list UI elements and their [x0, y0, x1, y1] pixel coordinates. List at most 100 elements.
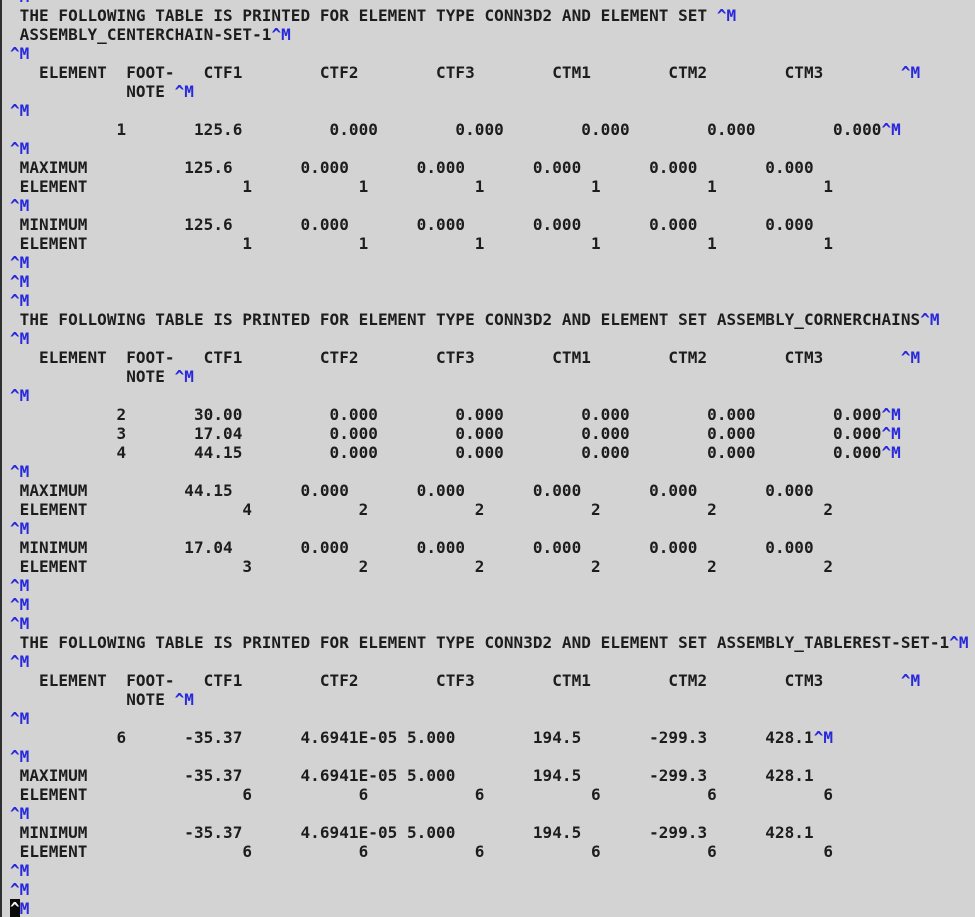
text-line: THE FOLLOWING TABLE IS PRINTED FOR ELEME…	[10, 310, 975, 329]
text-run: MINIMUM -35.37 4.6941E-05 5.000 194.5 -2…	[10, 823, 814, 842]
carriage-return-marker: ^M	[881, 424, 901, 443]
text-run: MAXIMUM 125.6 0.000 0.000 0.000 0.000 0.…	[10, 158, 814, 177]
text-run: 1 125.6 0.000 0.000 0.000 0.000 0.000	[10, 120, 882, 139]
carriage-return-marker: ^M	[271, 25, 291, 44]
carriage-return-marker: ^M	[10, 804, 30, 823]
text-line: MAXIMUM 44.15 0.000 0.000 0.000 0.000 0.…	[10, 481, 975, 500]
text-line: ^M	[10, 804, 975, 823]
carriage-return-marker: ^M	[10, 652, 30, 671]
text-line: 1 125.6 0.000 0.000 0.000 0.000 0.000^M	[10, 120, 975, 139]
text-run: MAXIMUM -35.37 4.6941E-05 5.000 194.5 -2…	[10, 766, 814, 785]
carriage-return-marker: ^M	[10, 880, 30, 899]
carriage-return-marker: ^M	[10, 614, 30, 633]
text-content[interactable]: ^M THE FOLLOWING TABLE IS PRINTED FOR EL…	[10, 0, 975, 917]
text-line: ^M	[10, 253, 975, 272]
text-line: NOTE ^M	[10, 82, 975, 101]
text-line: MINIMUM 125.6 0.000 0.000 0.000 0.000 0.…	[10, 215, 975, 234]
text-line: ^M	[10, 861, 975, 880]
carriage-return-marker: ^M	[10, 386, 30, 405]
text-line: THE FOLLOWING TABLE IS PRINTED FOR ELEME…	[10, 6, 975, 25]
text-run: THE FOLLOWING TABLE IS PRINTED FOR ELEME…	[10, 633, 950, 652]
carriage-return-marker: ^M	[10, 519, 30, 538]
text-line: ^M	[10, 196, 975, 215]
carriage-return-marker: ^M	[174, 367, 194, 386]
text-run: 6 -35.37 4.6941E-05 5.000 194.5 -299.3 4…	[10, 728, 814, 747]
text-cursor: ^	[10, 899, 20, 917]
text-line: NOTE ^M	[10, 690, 975, 709]
carriage-return-marker: ^M	[174, 82, 194, 101]
text-line: ^M	[10, 291, 975, 310]
text-line: ^M	[10, 652, 975, 671]
carriage-return-marker: ^M	[10, 462, 30, 481]
carriage-return-marker: ^M	[10, 139, 30, 158]
text-run: ELEMENT 4 2 2 2 2 2	[10, 500, 834, 519]
text-line: 4 44.15 0.000 0.000 0.000 0.000 0.000^M	[10, 443, 975, 462]
text-line: ^M	[10, 272, 975, 291]
text-line: ELEMENT 1 1 1 1 1 1	[10, 177, 975, 196]
text-line: ^M	[10, 595, 975, 614]
text-run: ELEMENT FOOT- CTF1 CTF2 CTF3 CTM1 CTM2 C…	[10, 63, 901, 82]
text-line: MAXIMUM -35.37 4.6941E-05 5.000 194.5 -2…	[10, 766, 975, 785]
text-line: ^M	[10, 880, 975, 899]
carriage-return-marker: ^M	[10, 196, 30, 215]
carriage-return-marker: ^M	[10, 253, 30, 272]
text-run: NOTE	[10, 690, 175, 709]
carriage-return-marker: ^M	[813, 728, 834, 747]
text-line: ^M	[10, 709, 975, 728]
text-run: THE FOLLOWING TABLE IS PRINTED FOR ELEME…	[10, 310, 921, 329]
carriage-return-marker: ^M	[881, 120, 901, 139]
text-line: ^M	[10, 614, 975, 633]
carriage-return-marker: ^M	[949, 633, 969, 652]
text-line: ^M	[10, 44, 975, 63]
text-run: MINIMUM 17.04 0.000 0.000 0.000 0.000 0.…	[10, 538, 814, 557]
text-run: 2 30.00 0.000 0.000 0.000 0.000 0.000	[10, 405, 882, 424]
text-run: THE FOLLOWING TABLE IS PRINTED FOR ELEME…	[10, 6, 717, 25]
text-line: ASSEMBLY_CENTERCHAIN-SET-1^M	[10, 25, 975, 44]
carriage-return-marker: ^M	[920, 310, 940, 329]
carriage-return-marker: ^M	[10, 272, 30, 291]
text-run: MAXIMUM 44.15 0.000 0.000 0.000 0.000 0.…	[10, 481, 814, 500]
text-run: ELEMENT FOOT- CTF1 CTF2 CTF3 CTM1 CTM2 C…	[10, 671, 901, 690]
carriage-return-marker: ^M	[10, 0, 29, 6]
carriage-return-marker: M	[19, 899, 30, 917]
carriage-return-marker: ^M	[10, 291, 30, 310]
text-run: 4 44.15 0.000 0.000 0.000 0.000 0.000	[10, 443, 882, 462]
text-line: ^M	[10, 747, 975, 766]
carriage-return-marker: ^M	[881, 405, 901, 424]
text-line: MINIMUM -35.37 4.6941E-05 5.000 194.5 -2…	[10, 823, 975, 842]
text-run: ASSEMBLY_CENTERCHAIN-SET-1	[10, 25, 272, 44]
text-line: ELEMENT 1 1 1 1 1 1	[10, 234, 975, 253]
text-line: ELEMENT 6 6 6 6 6 6	[10, 842, 975, 861]
carriage-return-marker: ^M	[10, 595, 30, 614]
text-line: ^M	[10, 462, 975, 481]
text-line: ELEMENT FOOT- CTF1 CTF2 CTF3 CTM1 CTM2 C…	[10, 348, 975, 367]
carriage-return-marker: ^M	[10, 861, 30, 880]
text-run: ELEMENT 3 2 2 2 2 2	[10, 557, 834, 576]
text-line: NOTE ^M	[10, 367, 975, 386]
text-line: ^M	[10, 329, 975, 348]
text-line: 3 17.04 0.000 0.000 0.000 0.000 0.000^M	[10, 424, 975, 443]
carriage-return-marker: ^M	[900, 63, 921, 82]
carriage-return-marker: ^M	[174, 690, 194, 709]
text-run: NOTE	[10, 82, 175, 101]
carriage-return-marker: ^M	[900, 348, 921, 367]
text-line: ^M	[10, 386, 975, 405]
carriage-return-marker: ^M	[881, 443, 901, 462]
text-line: ^M	[10, 139, 975, 158]
text-run: 3 17.04 0.000 0.000 0.000 0.000 0.000	[10, 424, 882, 443]
text-line: ^M	[10, 576, 975, 595]
carriage-return-marker: ^M	[10, 44, 30, 63]
text-run: ELEMENT FOOT- CTF1 CTF2 CTF3 CTM1 CTM2 C…	[10, 348, 901, 367]
text-run: MINIMUM 125.6 0.000 0.000 0.000 0.000 0.…	[10, 215, 814, 234]
text-run: ELEMENT 1 1 1 1 1 1	[10, 234, 834, 253]
text-line: ELEMENT 6 6 6 6 6 6	[10, 785, 975, 804]
text-run: NOTE	[10, 367, 175, 386]
carriage-return-marker: ^M	[900, 671, 921, 690]
carriage-return-marker: ^M	[10, 709, 30, 728]
text-line: ELEMENT 4 2 2 2 2 2	[10, 500, 975, 519]
text-line: MAXIMUM 125.6 0.000 0.000 0.000 0.000 0.…	[10, 158, 975, 177]
text-run: ELEMENT 1 1 1 1 1 1	[10, 177, 834, 196]
carriage-return-marker: ^M	[10, 576, 30, 595]
text-line: THE FOLLOWING TABLE IS PRINTED FOR ELEME…	[10, 633, 975, 652]
